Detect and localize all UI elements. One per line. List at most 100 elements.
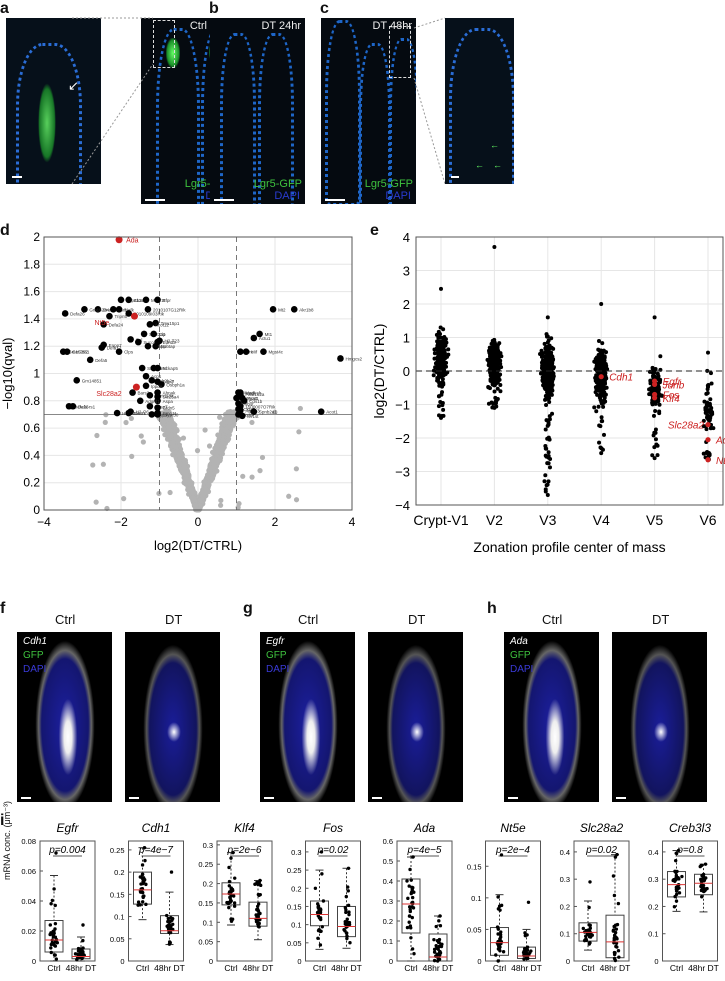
svg-text:0.15: 0.15 <box>110 890 125 899</box>
svg-text:48hr DT: 48hr DT <box>154 963 185 973</box>
svg-text:Slc25a4: Slc25a4 <box>163 395 180 400</box>
villus-outline <box>258 33 294 204</box>
svg-text:0.5: 0.5 <box>383 857 393 866</box>
svg-text:0: 0 <box>209 957 213 966</box>
svg-text:0.1: 0.1 <box>114 913 124 922</box>
svg-text:Gsta1: Gsta1 <box>134 411 147 416</box>
arrow-icon: ← <box>475 160 484 170</box>
svg-text:0.25: 0.25 <box>287 866 302 875</box>
svg-text:3: 3 <box>403 264 410 279</box>
gfp-signal <box>38 83 56 163</box>
svg-text:Mgst4c: Mgst4c <box>268 350 283 355</box>
svg-text:−4: −4 <box>395 498 410 513</box>
svg-text:0.15: 0.15 <box>467 862 482 871</box>
panel-label-c: c <box>320 0 329 17</box>
svg-text:Zonation profile center of mas: Zonation profile center of mass <box>473 539 665 555</box>
fish-ctrl-image: Ada GFP DAPI <box>504 632 599 802</box>
svg-text:Fam162a: Fam162a <box>245 392 265 397</box>
svg-text:V5: V5 <box>646 512 663 528</box>
svg-text:0.2: 0.2 <box>203 880 213 889</box>
svg-text:Acadl: Acadl <box>243 391 254 396</box>
scale-bar <box>145 199 165 201</box>
svg-text:Tmx15p1: Tmx15p1 <box>161 321 180 326</box>
svg-text:48hr DT: 48hr DT <box>423 963 454 973</box>
zoom-region-box <box>153 20 175 68</box>
svg-text:−4: −4 <box>37 515 51 529</box>
svg-text:Tripn5: Tripn5 <box>114 314 127 319</box>
villus-outline <box>156 28 200 204</box>
svg-text:Ippde: Ippde <box>151 384 163 389</box>
svg-text:0.15: 0.15 <box>198 899 213 908</box>
svg-text:Cmg11: Cmg11 <box>163 411 178 416</box>
panel-label-b: b <box>209 0 219 17</box>
svg-text:Hmgcs1: Hmgcs1 <box>242 396 259 401</box>
svg-text:2010107G12Rik: 2010107G12Rik <box>153 307 186 312</box>
svg-text:p=2e−6: p=2e−6 <box>227 845 262 856</box>
arrow-icon: ← <box>493 160 502 170</box>
svg-text:48hr DT: 48hr DT <box>66 963 97 973</box>
svg-text:0.25: 0.25 <box>110 846 125 855</box>
scale-bar <box>325 199 345 201</box>
svg-text:Ahnak: Ahnak <box>163 391 177 396</box>
panel-label-e: e <box>370 222 379 239</box>
panel-label-i: i <box>0 812 5 829</box>
svg-text:Ctrl: Ctrl <box>136 963 149 973</box>
svg-text:Hmgcs2: Hmgcs2 <box>345 356 362 361</box>
svg-text:Clp: Clp <box>159 332 166 337</box>
gene-label: Cdh1 <box>23 636 47 647</box>
svg-text:0.2: 0.2 <box>648 902 658 911</box>
svg-text:2: 2 <box>403 297 410 312</box>
fish-signal <box>654 722 668 742</box>
svg-text:Mt2: Mt2 <box>278 307 286 312</box>
scale-bar <box>508 797 518 799</box>
villus-outline <box>325 20 361 204</box>
ctrl-title: Ctrl <box>298 612 319 627</box>
svg-text:0.1: 0.1 <box>291 921 301 930</box>
svg-text:Ckp7: Ckp7 <box>243 407 254 412</box>
panel-label-a: a <box>0 0 9 17</box>
fish-signal <box>544 692 566 782</box>
svg-text:Ctrl: Ctrl <box>670 963 683 973</box>
svg-text:48hr DT: 48hr DT <box>600 963 631 973</box>
svg-text:Bars2: Bars2 <box>138 391 150 396</box>
svg-text:Ctrl: Ctrl <box>493 963 506 973</box>
fish-ctrl-image: Cdh1 GFP DAPI <box>17 632 112 802</box>
svg-text:Mif: Mif <box>251 350 258 355</box>
svg-text:Clca4a: Clca4a <box>134 298 149 303</box>
svg-text:Slc23a1: Slc23a1 <box>149 332 166 337</box>
svg-text:0.25: 0.25 <box>198 860 213 869</box>
svg-text:Mt1: Mt1 <box>265 332 273 337</box>
svg-text:Asns: Asns <box>243 412 254 417</box>
svg-text:Il6r1: Il6r1 <box>118 307 127 312</box>
svg-text:Crypt30: Crypt30 <box>163 412 179 417</box>
svg-text:Enpp7: Enpp7 <box>109 343 123 348</box>
svg-text:Cdh1: Cdh1 <box>609 373 633 384</box>
svg-text:log2(DT/CTRL): log2(DT/CTRL) <box>371 324 387 419</box>
svg-text:p=0.02: p=0.02 <box>317 845 349 856</box>
panel-c-zoom-image: ← ← ← <box>445 18 514 184</box>
panel-c-image: DT 48hr Lgr5-GFP DAPI <box>321 18 416 204</box>
dt-title: DT <box>652 612 670 627</box>
svg-text:0.1: 0.1 <box>560 930 570 939</box>
svg-text:Defa26: Defa26 <box>70 311 85 316</box>
svg-text:Aspa: Aspa <box>163 399 174 404</box>
svg-text:0.02: 0.02 <box>21 927 36 936</box>
svg-text:Ada: Ada <box>715 436 725 447</box>
scale-bar <box>12 176 22 178</box>
svg-text:1: 1 <box>403 331 410 346</box>
zoom-connector-lines <box>413 17 446 185</box>
svg-text:Gm14851: Gm14851 <box>82 378 102 383</box>
fish-signal <box>57 692 79 782</box>
scale-bar <box>264 797 274 799</box>
svg-text:0: 0 <box>477 957 481 966</box>
svg-text:Klf4: Klf4 <box>234 821 255 835</box>
svg-text:Cdh1: Cdh1 <box>142 821 171 835</box>
svg-text:V3: V3 <box>539 512 556 528</box>
fish-signal <box>410 722 424 742</box>
svg-text:Psat1: Psat1 <box>247 396 259 401</box>
svg-text:0.1: 0.1 <box>383 937 393 946</box>
legend-dapi: DAPI <box>274 190 300 202</box>
svg-text:Mafk: Mafk <box>124 307 135 312</box>
svg-text:1: 1 <box>33 367 40 381</box>
svg-text:0.3: 0.3 <box>560 875 570 884</box>
